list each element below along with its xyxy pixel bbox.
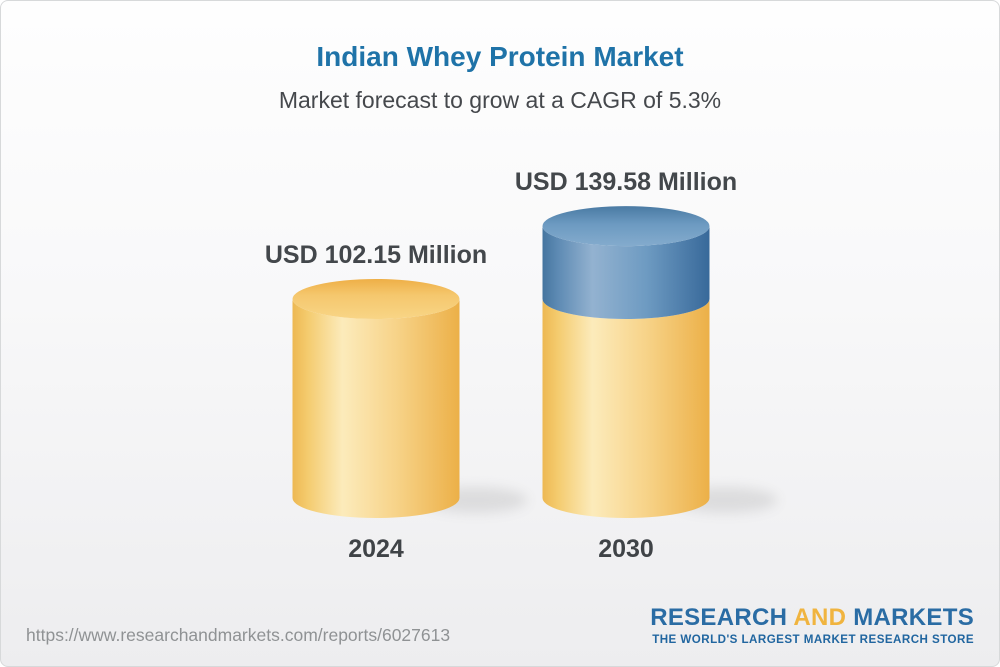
page-title: Indian Whey Protein Market [316,41,684,72]
value-label-2024: USD 102.15 Million [265,241,487,269]
research-and-markets-logo: RESEARCH AND MARKETS THE WORLD'S LARGEST… [650,606,974,646]
value-label-2030: USD 139.58 Million [515,168,737,196]
logo-word-markets: MARKETS [853,604,974,631]
logo-wordmark: RESEARCH AND MARKETS [650,606,974,630]
year-label-2030: 2030 [598,535,654,563]
report-url: https://www.researchandmarkets.com/repor… [26,625,451,645]
cylinder-bar-2024 [292,279,460,518]
logo-word-and: AND [793,604,847,631]
logo-tagline: THE WORLD'S LARGEST MARKET RESEARCH STOR… [652,633,974,646]
page-subtitle: Market forecast to grow at a CAGR of 5.3… [278,87,722,113]
cylinder-bar-2030 [542,206,710,518]
logo-word-research: RESEARCH [650,604,788,631]
year-label-2024: 2024 [348,535,404,563]
